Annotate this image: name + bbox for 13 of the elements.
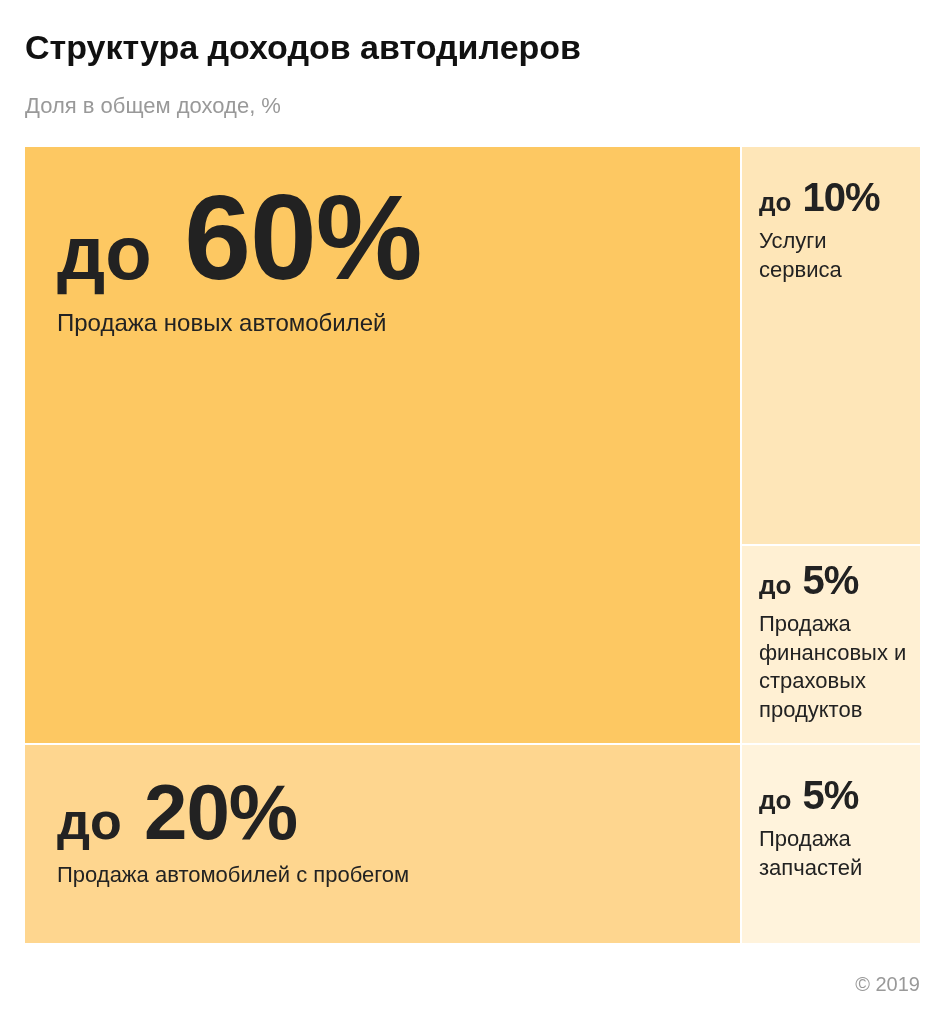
text: Доля в общем доходе, %	[25, 93, 281, 119]
text: © 2019	[855, 973, 920, 996]
text: Структура доходов автодилеров	[25, 28, 581, 67]
category-label: Продажа новых автомобилей	[57, 308, 388, 338]
category-label: Продажа автомобилей с пробегом	[57, 861, 411, 889]
category-label: Услуги сервиса	[759, 227, 843, 284]
data-label: до 5%	[759, 558, 859, 602]
category-label: Продажа запчастей	[759, 825, 864, 882]
data-label: до 20%	[57, 768, 298, 856]
category-label: Продажа финансовых и страховых продуктов	[759, 610, 908, 724]
data-label: до 10%	[759, 175, 880, 219]
data-label: до 60%	[57, 170, 422, 304]
data-label: до 5%	[759, 773, 859, 817]
